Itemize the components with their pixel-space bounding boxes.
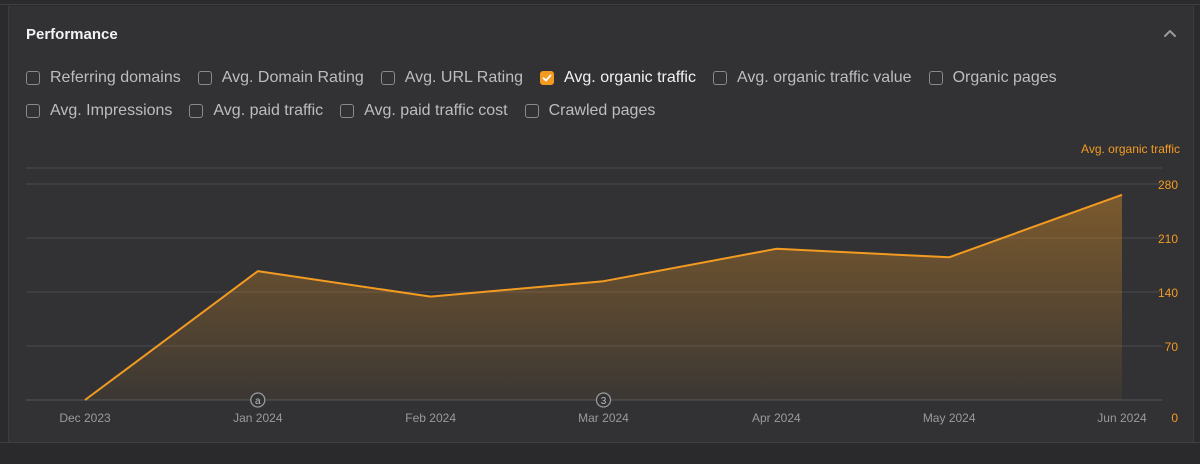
y-tick-label: 70 <box>1165 340 1179 354</box>
chart-svg: 0 70 140 210 280 Dec 2023 Jan 2024 Feb 2024 Mar … <box>0 0 1200 442</box>
annotation-label: a <box>255 396 261 407</box>
x-tick-label: Jan 2024 <box>233 411 283 425</box>
y-tick-label: 210 <box>1158 232 1178 246</box>
x-tick-label: May 2024 <box>923 411 976 425</box>
x-tick-label: Jun 2024 <box>1097 411 1147 425</box>
x-tick-label: Dec 2023 <box>59 411 111 425</box>
y-tick-label: 140 <box>1158 286 1178 300</box>
annotation-marker[interactable]: 3 <box>597 393 611 407</box>
annotation-marker[interactable]: a <box>251 393 265 407</box>
legend-label: Avg. organic traffic <box>1081 142 1180 156</box>
series-area <box>85 195 1122 400</box>
x-tick-label: Apr 2024 <box>752 411 801 425</box>
x-tick-label: Mar 2024 <box>578 411 629 425</box>
annotation-label: 3 <box>601 396 607 407</box>
y-tick-label: 280 <box>1158 178 1178 192</box>
x-tick-label: Feb 2024 <box>405 411 456 425</box>
performance-chart: 0 70 140 210 280 Dec 2023 Jan 2024 Feb 2024 Mar … <box>0 0 1200 447</box>
panel-footer <box>0 442 1200 464</box>
y-tick-label: 0 <box>1171 411 1178 425</box>
